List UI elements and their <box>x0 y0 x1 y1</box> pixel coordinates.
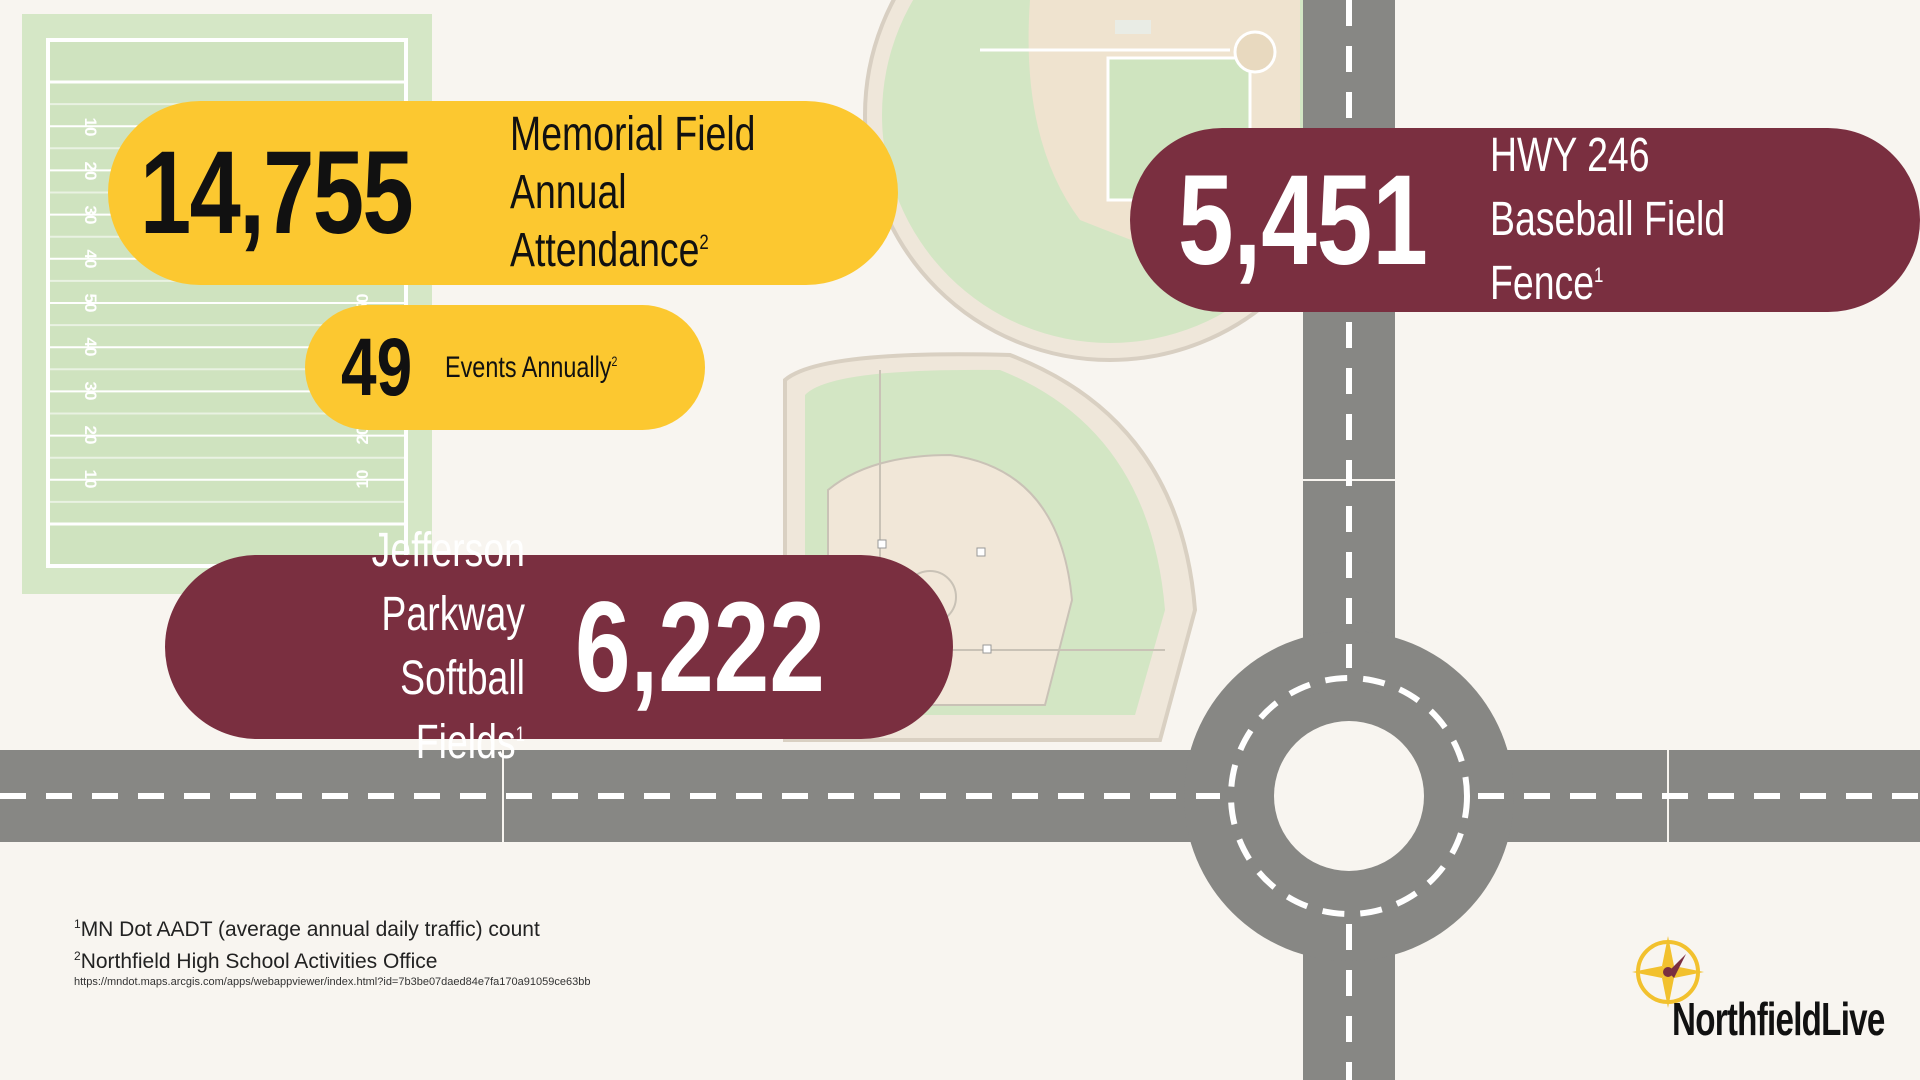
yard-number: 40 <box>81 338 100 357</box>
footnote-1: 1MN Dot AADT (average annual daily traff… <box>74 917 540 941</box>
jefferson-parkway-value: 6,222 <box>575 575 825 719</box>
footnote-marker: 2 <box>611 353 618 369</box>
memorial-field-label-line1: Memorial Field <box>510 108 756 161</box>
yard-number: 20 <box>353 426 372 445</box>
yard-number: 10 <box>81 470 100 489</box>
events-stat: 49 Events Annually2 <box>305 305 705 430</box>
footnote-marker: 2 <box>699 229 709 254</box>
yard-number: 20 <box>81 162 100 181</box>
memorial-field-label: Memorial Field Annual Attendance2 <box>510 106 813 280</box>
hwy-246-stat: 5,451 HWY 246 Baseball Field Fence1 <box>1130 128 1920 312</box>
yard-number: 50 <box>81 294 100 313</box>
footnote-2: 2Northfield High School Activities Offic… <box>74 949 438 973</box>
yard-number: 30 <box>81 382 100 401</box>
hwy-246-label: HWY 246 Baseball Field Fence1 <box>1490 124 1825 316</box>
source-url: https://mndot.maps.arcgis.com/apps/webap… <box>74 976 591 988</box>
yard-number: 10 <box>81 118 100 137</box>
hwy-246-label-line2: Baseball Field Fence <box>1490 193 1726 310</box>
footnotes: 1MN Dot AADT (average annual daily traff… <box>74 918 590 988</box>
yard-number: 30 <box>81 206 100 225</box>
compass-icon <box>1632 936 1704 1008</box>
jefferson-parkway-stat: Jefferson Parkway Softball Fields1 6,222 <box>165 524 953 769</box>
jefferson-parkway-label: Jefferson Parkway Softball Fields1 <box>291 519 525 775</box>
jefferson-parkway-label-line1: Jefferson Parkway <box>371 524 525 641</box>
footnote-marker: 1 <box>515 721 525 746</box>
memorial-field-value: 14,755 <box>140 127 414 259</box>
logo-text: NorthfieldLive <box>1672 993 1885 1045</box>
yard-number: 40 <box>81 250 100 269</box>
northfieldlive-logo: NorthfieldLive <box>1628 932 1888 1052</box>
hwy-246-label-line1: HWY 246 <box>1490 129 1650 182</box>
jefferson-parkway-label-line2: Softball Fields <box>400 652 525 769</box>
memorial-field-label-line2: Annual Attendance <box>510 166 700 277</box>
hwy-246-value: 5,451 <box>1178 148 1428 292</box>
footnote-marker: 1 <box>1594 262 1604 287</box>
yard-number: 20 <box>81 426 100 445</box>
memorial-field-stat: 14,755 Memorial Field Annual Attendance2 <box>108 101 898 285</box>
events-value: 49 <box>341 321 413 413</box>
yard-number: 10 <box>353 470 372 489</box>
events-label: Events Annually2 <box>445 350 618 384</box>
